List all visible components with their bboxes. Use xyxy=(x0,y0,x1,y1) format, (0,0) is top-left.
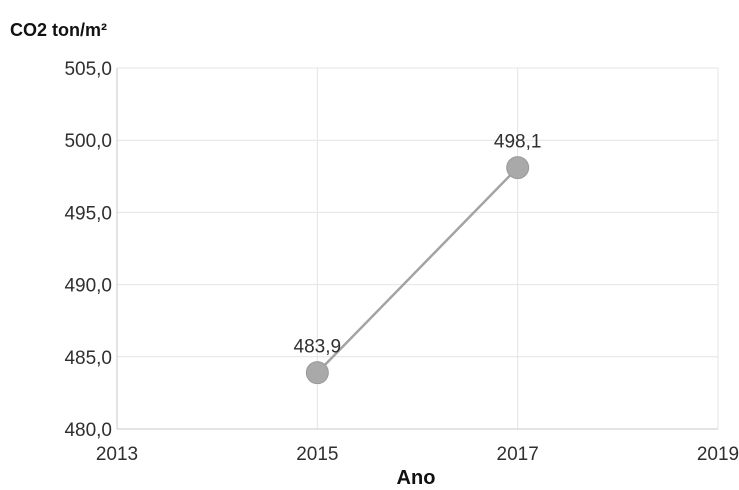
series-group: 483,9 498,1 xyxy=(294,132,542,385)
series-line xyxy=(316,166,519,374)
data-label: 498,1 xyxy=(494,132,542,153)
x-tick-labels: 2013 2015 2017 2019 xyxy=(96,444,739,465)
y-tick-labels: 505,0 500,0 495,0 490,0 485,0 480,0 xyxy=(64,59,112,441)
axes xyxy=(116,68,718,430)
y-tick-label: 490,0 xyxy=(64,276,112,297)
data-point xyxy=(305,361,329,385)
x-axis-title: Ano xyxy=(397,467,436,489)
x-tick-label: 2013 xyxy=(96,444,138,465)
y-tick-label: 495,0 xyxy=(64,203,112,224)
x-tick-label: 2017 xyxy=(497,444,539,465)
data-label: 483,9 xyxy=(294,337,342,358)
x-tick-label: 2015 xyxy=(296,444,338,465)
grid xyxy=(117,67,719,429)
y-tick-label: 485,0 xyxy=(64,348,112,369)
y-tick-label: 480,0 xyxy=(64,420,112,441)
x-tick-label: 2019 xyxy=(697,444,739,465)
y-tick-label: 505,0 xyxy=(64,59,112,80)
data-point xyxy=(506,156,530,180)
y-axis-title: CO2 ton/m² xyxy=(10,20,107,40)
y-tick-label: 500,0 xyxy=(64,131,112,152)
